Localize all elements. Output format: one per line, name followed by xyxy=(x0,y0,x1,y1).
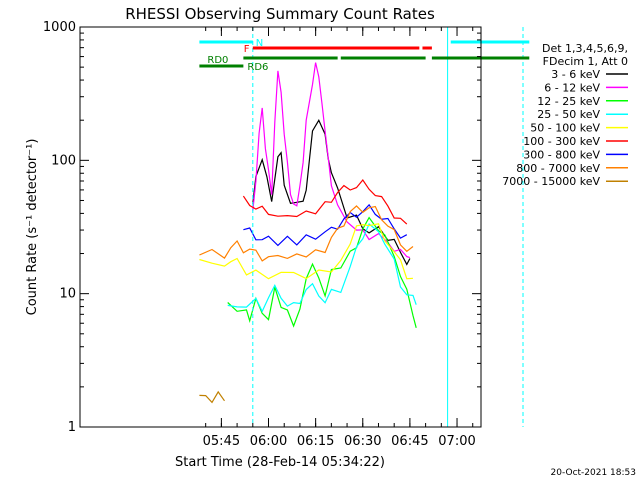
y-tick-label: 1 xyxy=(68,420,76,435)
attenuator-bars-layer: NF RD0 RD6 xyxy=(199,38,530,73)
legend-label: 50 - 100 keV xyxy=(530,122,600,135)
x-tick-label: 06:30 xyxy=(344,434,381,449)
legend-label: 25 - 50 keV xyxy=(537,108,600,121)
x-tick-label: 06:15 xyxy=(297,434,334,449)
series-line-3 xyxy=(227,223,417,313)
attenuator-label-rd6: RD6 xyxy=(247,62,268,73)
series-line-8 xyxy=(199,390,225,404)
legend-header: Det 1,3,4,5,6,9, xyxy=(542,42,628,55)
y-tick-label: 100 xyxy=(51,153,76,168)
legend-header: FDecim 1, Att 0 xyxy=(543,55,628,68)
x-tick-label: 07:00 xyxy=(438,434,475,449)
legend-label: 800 - 7000 keV xyxy=(516,162,600,175)
series-line-1 xyxy=(252,62,411,259)
chart-title: RHESSI Observing Summary Count Rates xyxy=(125,5,435,23)
plot-timestamp: 20-Oct-2021 18:53 xyxy=(551,468,636,478)
x-tick-label: 05:45 xyxy=(203,434,240,449)
legend-label: 7000 - 15000 keV xyxy=(502,175,600,188)
legend-label: 6 - 12 keV xyxy=(544,81,600,94)
attenuator-label-rd0: RD0 xyxy=(207,55,228,66)
y-tick-label: 1000 xyxy=(43,20,76,35)
legend-label: 12 - 25 keV xyxy=(537,95,600,108)
y-axis-label: Count Rate (s⁻¹ detector⁻¹) xyxy=(25,139,40,316)
plot-frame xyxy=(79,26,482,428)
attenuator-label-n: N xyxy=(256,38,263,49)
x-tick-label: 06:45 xyxy=(391,434,428,449)
series-line-7 xyxy=(199,205,414,262)
x-tick-label: 06:00 xyxy=(250,434,287,449)
series-line-5 xyxy=(242,179,408,225)
legend-label: 100 - 300 keV xyxy=(523,135,600,148)
legend: Det 1,3,4,5,6,9,FDecim 1, Att 03 - 6 keV… xyxy=(502,42,628,188)
series-layer xyxy=(199,27,524,427)
legend-label: 3 - 6 keV xyxy=(551,68,600,81)
legend-label: 300 - 800 keV xyxy=(523,148,600,161)
y-tick-label: 10 xyxy=(59,287,76,302)
axis-ticks-layer: 1 10 100 1000 05:45 06:00 06:15 06:30 06:45 07:00 xyxy=(43,20,481,449)
attenuator-label-f: F xyxy=(244,44,250,55)
series-line-6 xyxy=(243,203,408,247)
series-line-4 xyxy=(199,223,414,280)
x-axis-label: Start Time (28-Feb-14 05:34:22) xyxy=(175,455,385,470)
